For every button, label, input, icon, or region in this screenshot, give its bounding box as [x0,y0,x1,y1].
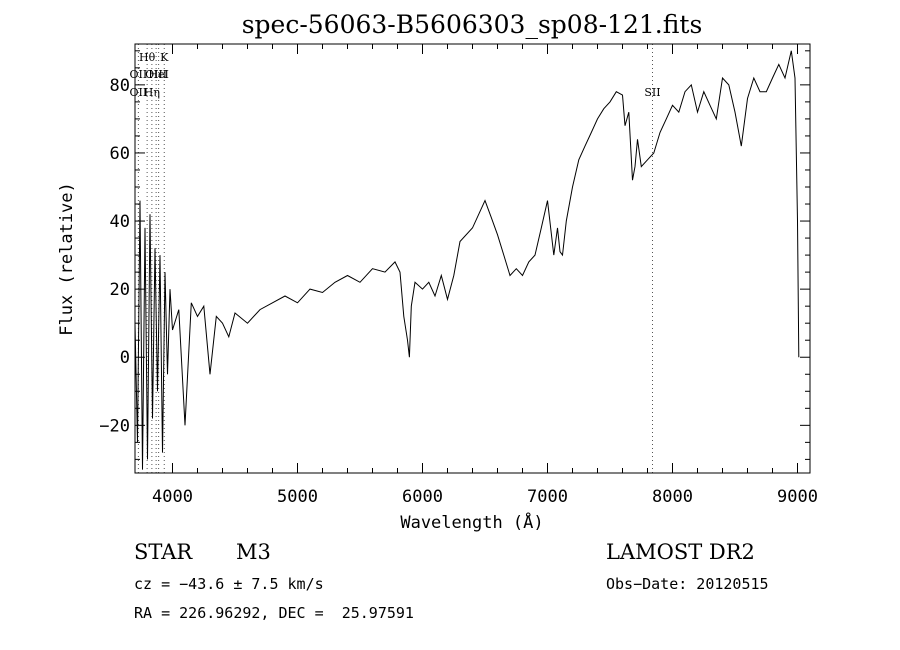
survey-name: LAMOST DR2 [606,540,755,564]
line-marker-label: Hη [144,86,160,99]
x-tick-label: 9000 [777,487,818,507]
redshift-velocity: cz = −43.6 ± 7.5 km/s [134,575,324,593]
y-tick-label: 80 [110,76,130,96]
observation-date: Obs−Date: 20120515 [606,575,769,593]
coordinates: RA = 226.96292, DEC = 25.97591 [134,604,414,622]
x-tick-label: 7000 [527,487,568,507]
chart-title: spec-56063-B5606303_sp08-121.fits [242,10,703,39]
line-marker-label: HeI [148,68,168,81]
x-tick-label: 6000 [402,487,443,507]
y-tick-label: −20 [99,416,130,436]
object-subclass: M3 [236,540,271,564]
line-marker-label: Hθ [139,51,156,64]
line-marker-label: K [160,51,169,64]
x-tick-label: 5000 [277,487,318,507]
line-marker-label: OII [130,68,148,81]
object-class: STAR [134,540,193,564]
x-tick-label: 8000 [652,487,693,507]
spectrum-line [134,50,800,470]
y-tick-label: 60 [110,144,130,164]
y-tick-label: 20 [110,280,130,300]
x-tick-label: 4000 [152,487,193,507]
line-marker-label: OIII [145,68,167,81]
y-axis-label: Flux (relative) [57,182,77,336]
y-tick-label: 0 [120,348,130,368]
plot-frame [134,43,811,474]
line-marker-label: OII [130,86,148,99]
x-axis-label: Wavelength (Å) [400,511,543,533]
y-tick-label: 40 [110,212,130,232]
line-marker-label: SII [644,86,660,99]
